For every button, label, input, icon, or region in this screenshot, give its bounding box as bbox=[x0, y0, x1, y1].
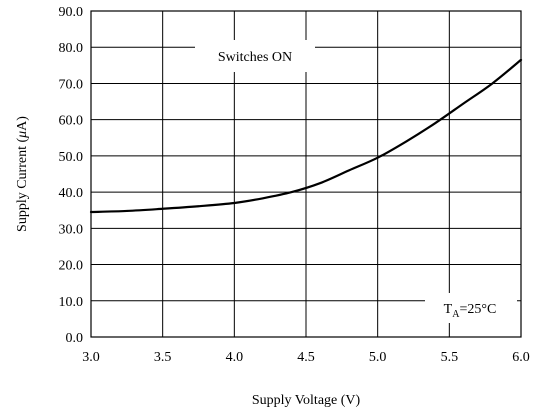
y-tick-label: 60.0 bbox=[59, 114, 84, 129]
y-tick-label: 80.0 bbox=[59, 41, 84, 56]
x-tick-label: 6.0 bbox=[512, 350, 530, 365]
plot-frame bbox=[90, 10, 522, 338]
x-tick-label: 4.0 bbox=[226, 350, 244, 365]
x-tick-labels: 3.0 3.5 4.0 4.5 5.0 5.5 6.0 bbox=[82, 350, 530, 365]
x-axis-label: Supply Voltage (V) bbox=[252, 393, 361, 408]
x-tick-label: 3.5 bbox=[154, 350, 172, 365]
annotation-temp-background bbox=[425, 293, 517, 323]
y-tick-label: 0.0 bbox=[66, 331, 84, 346]
annotation-temp-value: =25°C bbox=[459, 302, 496, 317]
x-tick-label: 3.0 bbox=[82, 350, 100, 365]
annotation-temp-subscript: A bbox=[452, 309, 460, 320]
y-tick-label: 40.0 bbox=[59, 186, 84, 201]
annotation-top-background bbox=[195, 40, 315, 72]
x-tick-label: 5.5 bbox=[441, 350, 459, 365]
y-axis-label-end: A) bbox=[15, 116, 30, 131]
y-tick-label: 70.0 bbox=[59, 77, 84, 92]
y-tick-labels: 0.0 10.0 20.0 30.0 40.0 50.0 60.0 70.0 80.0 90.0 bbox=[59, 5, 84, 346]
y-tick-label: 30.0 bbox=[59, 222, 84, 237]
annotation-temp-t: T bbox=[444, 302, 453, 317]
annotation-temperature: TA=25°C bbox=[444, 302, 497, 320]
annotation-switches-on: Switches ON bbox=[218, 50, 292, 65]
y-axis-label-start: Supply Current ( bbox=[15, 138, 30, 232]
y-tick-label: 10.0 bbox=[59, 295, 84, 310]
y-axis-label: Supply Current (μA) bbox=[15, 116, 30, 232]
x-tick-label: 5.0 bbox=[369, 350, 387, 365]
y-axis-label-mu: μ bbox=[15, 131, 30, 139]
y-tick-label: 50.0 bbox=[59, 150, 84, 165]
y-tick-label: 20.0 bbox=[59, 259, 84, 274]
y-tick-label: 90.0 bbox=[59, 5, 84, 20]
x-tick-label: 4.5 bbox=[297, 350, 315, 365]
series-line bbox=[89, 58, 523, 214]
